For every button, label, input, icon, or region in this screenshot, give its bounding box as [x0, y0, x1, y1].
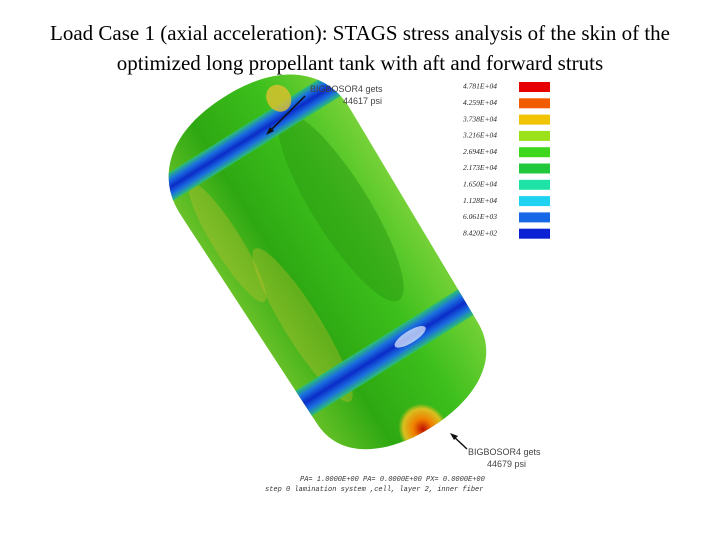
legend-swatch — [519, 82, 550, 92]
annotation-arrowhead — [450, 433, 458, 440]
legend-label: 6.061E+03 — [463, 212, 497, 221]
footer-text: PA= 1.0000E+00 PA= 0.0000E+00 PX= 0.0000… — [300, 476, 485, 484]
legend-swatch — [519, 196, 550, 207]
legend-swatch — [519, 114, 550, 125]
slide-title: Load Case 1 (axial acceleration): STAGS … — [50, 21, 670, 75]
legend-swatch — [519, 228, 550, 239]
annotation-text: 44679 psi — [487, 459, 526, 469]
legend-label: 1.128E+04 — [463, 196, 497, 205]
annotation-arrow — [267, 95, 306, 134]
legend-label: 1.650E+04 — [463, 180, 497, 189]
legend-swatch — [519, 147, 550, 158]
annotation-text: BIGBOSOR4 gets — [310, 84, 383, 94]
footer-text: step 0 lamination system ,cell, layer 2,… — [265, 486, 483, 494]
legend-swatch — [519, 163, 550, 174]
legend-label: 3.738E+04 — [462, 114, 497, 123]
legend-label: 2.173E+04 — [463, 163, 497, 172]
legend-label: 2.694E+04 — [463, 147, 497, 156]
legend-label: 3.216E+04 — [462, 131, 497, 140]
legend-label: 8.420E+02 — [463, 228, 497, 237]
legend-swatch — [519, 212, 550, 223]
legend-label: 4.781E+04 — [463, 82, 497, 91]
tank-model — [139, 43, 517, 481]
annotation-text: 44617 psi — [343, 96, 382, 106]
legend-swatch — [519, 130, 550, 141]
annotation-text: BIGBOSOR4 gets — [468, 447, 541, 457]
legend-label: 4.259E+04 — [463, 98, 497, 107]
legend-swatch — [519, 179, 550, 190]
annotation-arrowhead — [266, 127, 274, 135]
legend-swatch — [519, 98, 550, 109]
